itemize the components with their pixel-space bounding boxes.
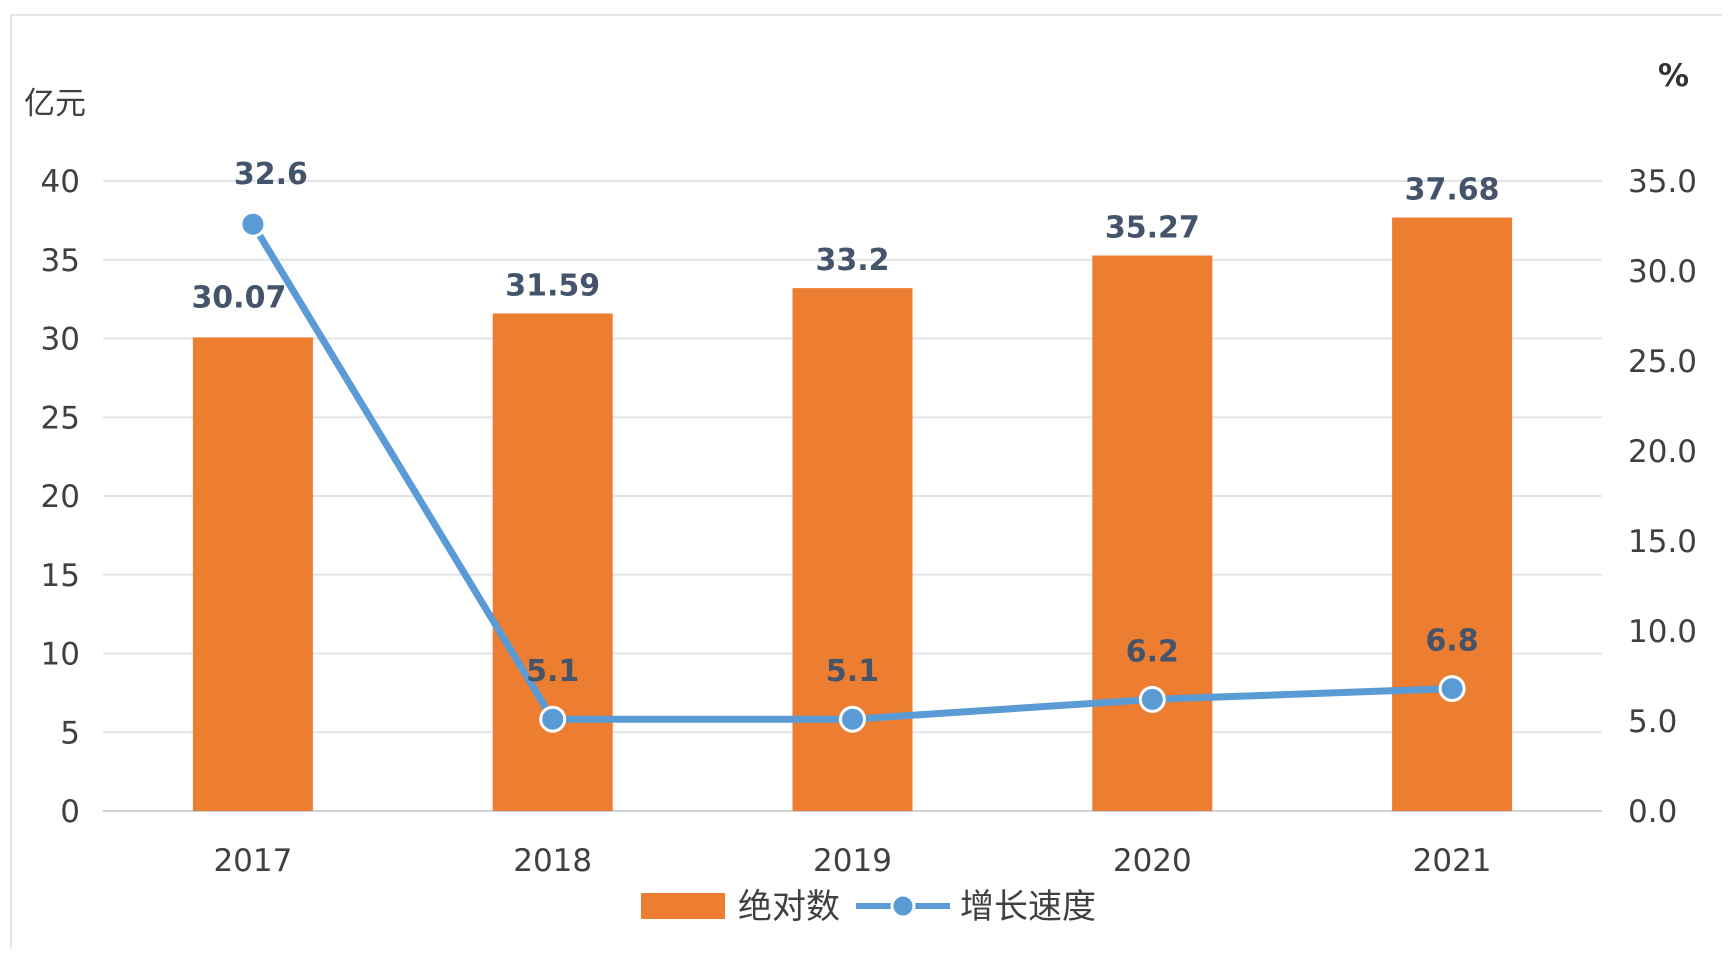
line-value-label: 5.1 xyxy=(526,654,579,689)
bar xyxy=(492,313,613,811)
bar-value-label: 31.59 xyxy=(505,268,600,303)
legend-line-marker xyxy=(890,893,916,919)
bar-value-label: 37.68 xyxy=(1405,173,1500,208)
left-axis-tick-label: 30 xyxy=(41,322,80,358)
left-axis-tick-label: 10 xyxy=(41,637,80,673)
left-axis-tick-label: 0 xyxy=(60,794,80,830)
bar xyxy=(192,337,313,811)
right-axis-tick-label: 25.0 xyxy=(1628,344,1697,380)
right-axis-tick-label: 15.0 xyxy=(1628,524,1697,560)
right-axis-unit: % xyxy=(1658,58,1689,94)
right-axis-tick-label: 0.0 xyxy=(1628,794,1677,830)
x-axis-tick-label: 2021 xyxy=(1413,843,1492,879)
right-axis-tick-label: 30.0 xyxy=(1628,254,1697,290)
left-axis-tick-label: 40 xyxy=(41,164,80,200)
chart-frame xyxy=(10,14,1722,949)
x-axis-tick-label: 2018 xyxy=(513,843,592,879)
line-point xyxy=(1438,675,1466,703)
line-value-label: 6.8 xyxy=(1426,624,1479,659)
bar-value-label: 35.27 xyxy=(1105,210,1200,245)
right-axis-tick-label: 10.0 xyxy=(1628,614,1697,650)
left-axis-unit: 亿元 xyxy=(24,86,86,122)
line-value-label: 5.1 xyxy=(826,654,879,689)
legend: 绝对数 增长速度 xyxy=(641,887,1096,927)
bar-value-label: 30.07 xyxy=(191,280,286,315)
right-axis-tick-label: 5.0 xyxy=(1628,704,1677,740)
x-axis-tick-label: 2019 xyxy=(813,843,892,879)
left-axis-tick-label: 5 xyxy=(60,715,80,751)
left-axis-tick-label: 20 xyxy=(41,479,80,515)
left-axis-tick-label: 35 xyxy=(41,243,80,279)
line-point xyxy=(539,705,567,733)
right-axis-tick-label: 35.0 xyxy=(1628,164,1697,200)
bar-value-label: 33.2 xyxy=(815,243,889,278)
legend-line-label: 增长速度 xyxy=(960,887,1096,927)
bar xyxy=(1092,255,1213,811)
line-point xyxy=(1138,685,1166,713)
legend-bar-label: 绝对数 xyxy=(738,887,840,927)
line-value-label: 32.6 xyxy=(234,157,308,192)
line-point xyxy=(839,705,866,733)
line-value-label: 6.2 xyxy=(1126,634,1179,669)
x-axis-tick-label: 2017 xyxy=(213,843,292,879)
legend-bar-swatch xyxy=(641,893,725,919)
x-axis-tick-label: 2020 xyxy=(1113,843,1192,879)
left-axis-tick-label: 15 xyxy=(41,558,80,594)
left-axis-tick-label: 25 xyxy=(41,400,80,436)
data-labels: 30.07 31.59 33.2 35.27 37.68 32.6 5.1 5.1 6.2 6.8 xyxy=(191,157,1499,689)
line-point xyxy=(239,210,267,238)
bar xyxy=(1392,217,1513,812)
right-axis-tick-label: 20.0 xyxy=(1628,434,1697,470)
line-series xyxy=(239,210,1466,733)
axes: 亿元 % 0 5 10 15 20 25 30 35 40 0.0 5.0 10.0 15.0 20.0 2… xyxy=(24,58,1697,879)
